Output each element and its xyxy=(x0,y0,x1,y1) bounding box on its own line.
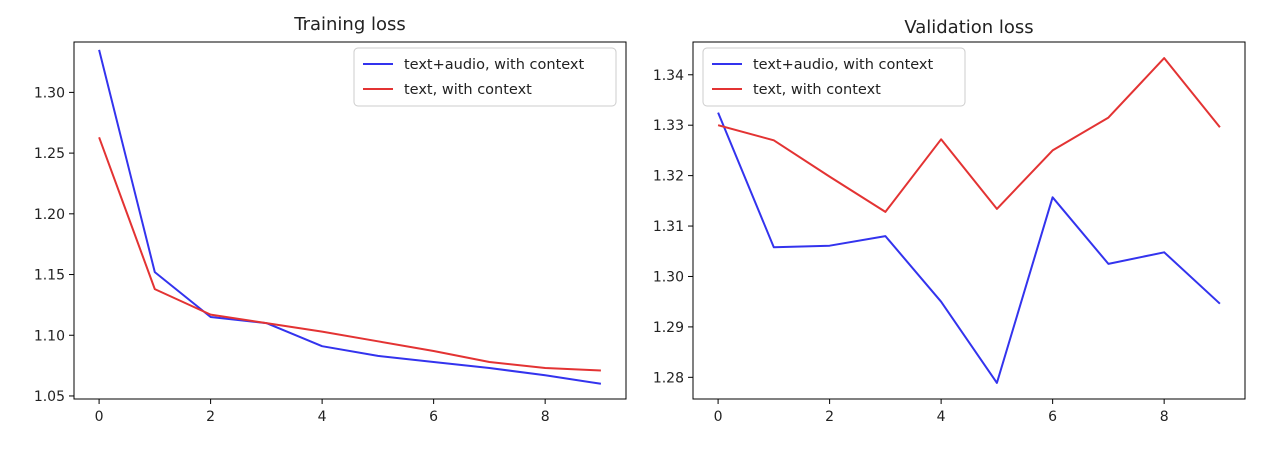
chart-title: Validation loss xyxy=(904,17,1033,38)
y-tick-label: 1.05 xyxy=(34,389,65,405)
legend-label: text, with context xyxy=(753,82,881,98)
y-axis: 1.28 1.29 1.30 1.31 1.32 1.33 1.34 xyxy=(653,68,693,386)
x-tick-label: 2 xyxy=(206,409,215,425)
legend-label: text+audio, with context xyxy=(404,57,585,73)
x-axis: 0 2 4 6 8 xyxy=(714,399,1169,425)
y-tick-label: 1.30 xyxy=(34,85,65,101)
x-tick-label: 4 xyxy=(318,409,327,425)
legend-box xyxy=(353,47,617,107)
chart-title: Training loss xyxy=(293,14,406,35)
chart-training-loss: Training loss 0 2 4 6 8 1.05 1.10 1.15 1.20 1.25… xyxy=(34,14,627,425)
series-line-text-audio xyxy=(98,49,602,385)
y-tick-label: 1.31 xyxy=(653,219,684,235)
x-axis: 0 2 4 6 8 xyxy=(95,399,550,425)
x-tick-label: 0 xyxy=(95,409,104,425)
y-tick-label: 1.33 xyxy=(653,118,684,134)
series-line-text-audio xyxy=(717,112,1221,384)
y-tick-label: 1.20 xyxy=(34,207,65,223)
x-tick-label: 2 xyxy=(825,409,834,425)
x-tick-label: 8 xyxy=(541,409,550,425)
x-tick-label: 4 xyxy=(937,409,946,425)
y-tick-label: 1.10 xyxy=(34,328,65,344)
y-tick-label: 1.30 xyxy=(653,269,684,285)
y-tick-label: 1.15 xyxy=(34,268,65,284)
y-tick-label: 1.28 xyxy=(653,370,684,386)
plot-area xyxy=(692,41,1246,400)
y-tick-label: 1.29 xyxy=(653,320,684,336)
y-axis: 1.05 1.10 1.15 1.20 1.25 1.30 xyxy=(34,85,74,405)
series-line-text xyxy=(98,136,601,372)
legend-label: text+audio, with context xyxy=(753,57,934,73)
legend: text+audio, with context text, with conte… xyxy=(702,47,966,107)
y-tick-label: 1.34 xyxy=(653,68,684,84)
x-tick-label: 6 xyxy=(429,409,438,425)
legend: text+audio, with context text, with conte… xyxy=(353,47,617,107)
series-line-text xyxy=(717,57,1221,213)
y-tick-label: 1.25 xyxy=(34,146,65,162)
legend-box xyxy=(702,47,966,107)
x-tick-label: 0 xyxy=(714,409,723,425)
legend-label: text, with context xyxy=(404,82,532,98)
plot-area xyxy=(73,41,627,400)
x-tick-label: 6 xyxy=(1048,409,1057,425)
x-tick-label: 8 xyxy=(1160,409,1169,425)
series-lines xyxy=(98,49,602,385)
series-lines xyxy=(717,57,1221,384)
y-tick-label: 1.32 xyxy=(653,169,684,185)
